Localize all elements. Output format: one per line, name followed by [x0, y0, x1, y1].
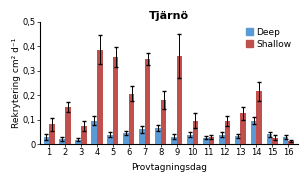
Bar	[129, 94, 134, 144]
Bar	[171, 137, 177, 144]
Bar	[113, 57, 119, 144]
Bar	[145, 59, 150, 144]
Y-axis label: Rekrytering cm² d⁻¹: Rekrytering cm² d⁻¹	[12, 38, 21, 128]
Bar	[251, 121, 257, 144]
Bar	[267, 134, 272, 144]
Bar	[107, 135, 113, 144]
Legend: Deep, Shallow: Deep, Shallow	[244, 26, 293, 50]
Bar	[123, 133, 129, 144]
Bar	[283, 137, 288, 144]
Bar	[193, 121, 198, 144]
Bar	[177, 56, 182, 144]
Bar	[272, 138, 278, 144]
Bar	[225, 121, 230, 144]
Bar	[187, 135, 193, 144]
Bar	[49, 124, 55, 144]
Bar	[257, 91, 262, 144]
Bar	[97, 50, 102, 144]
Bar	[209, 137, 214, 144]
Bar	[139, 129, 145, 144]
Title: Tjärnö: Tjärnö	[149, 11, 189, 21]
Bar	[219, 135, 225, 144]
Bar	[288, 141, 294, 144]
Bar	[43, 137, 49, 144]
Bar	[235, 136, 240, 144]
Bar	[81, 126, 87, 144]
Bar	[92, 121, 97, 144]
Bar	[60, 139, 65, 144]
Bar	[155, 128, 161, 144]
Bar	[75, 140, 81, 144]
Bar	[240, 113, 246, 144]
X-axis label: Provtagningsdag: Provtagningsdag	[131, 163, 207, 172]
Bar	[203, 138, 209, 144]
Bar	[161, 100, 166, 144]
Bar	[65, 107, 71, 144]
